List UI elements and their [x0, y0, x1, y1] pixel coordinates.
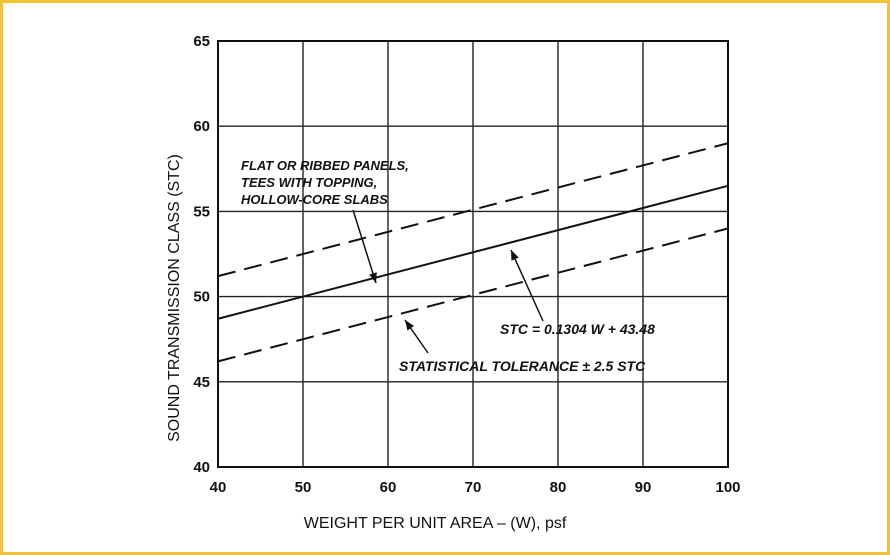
- arrow-equation-shaft: [510, 249, 544, 322]
- x-tick-label-50: 50: [295, 479, 312, 496]
- y-tick-label-45: 45: [193, 374, 210, 391]
- x-tick-label-80: 80: [550, 479, 567, 496]
- series-line-2: [217, 142, 729, 278]
- arrow-equation: [510, 249, 544, 322]
- x-tick-label-40: 40: [210, 479, 227, 496]
- annotation-panels-line-1: FLAT OR RIBBED PANELS,: [241, 158, 409, 173]
- series-line-3: [217, 227, 729, 363]
- y-tick-label-65: 65: [193, 33, 210, 50]
- y-tick-label-60: 60: [193, 118, 210, 135]
- arrow-tolerance: [404, 319, 429, 354]
- x-axis-title: WEIGHT PER UNIT AREA – (W), psf: [304, 515, 567, 532]
- x-tick-label-90: 90: [635, 479, 652, 496]
- stc-chart: 40 45 50 55 60 65 40 50 60 70 80 90 100 SOUND TRANS…: [166, 33, 741, 532]
- arrow-tolerance-head: [405, 320, 414, 331]
- x-tick-label-70: 70: [465, 479, 482, 496]
- arrow-panels-shaft: [352, 209, 377, 284]
- y-tick-label-40: 40: [193, 459, 210, 476]
- arrow-equation-head: [511, 250, 519, 261]
- y-tick-labels: 40 45 50 55 60 65: [193, 33, 210, 476]
- y-tick-label-55: 55: [193, 203, 210, 220]
- grid: [217, 40, 729, 468]
- x-tick-labels: 40 50 60 70 80 90 100: [210, 479, 741, 496]
- x-tick-label-60: 60: [380, 479, 397, 496]
- arrow-panels: [352, 209, 377, 284]
- annotation-tolerance: STATISTICAL TOLERANCE ± 2.5 STC: [399, 358, 646, 374]
- y-axis-title: SOUND TRANSMISSION CLASS (STC): [166, 154, 183, 442]
- annotation-equation: STC = 0.1304 W + 43.48: [500, 321, 655, 337]
- series-line-1: [217, 184, 729, 320]
- series-lines: [217, 142, 729, 363]
- annotation-panels-line-3: HOLLOW-CORE SLABS: [241, 192, 388, 207]
- leader-arrows: [352, 209, 544, 354]
- y-tick-label-50: 50: [193, 289, 210, 306]
- x-tick-label-100: 100: [715, 479, 740, 496]
- arrow-panels-head: [369, 272, 377, 283]
- annotation-panels-line-2: TEES WITH TOPPING,: [241, 175, 377, 190]
- plot-border: [217, 40, 729, 468]
